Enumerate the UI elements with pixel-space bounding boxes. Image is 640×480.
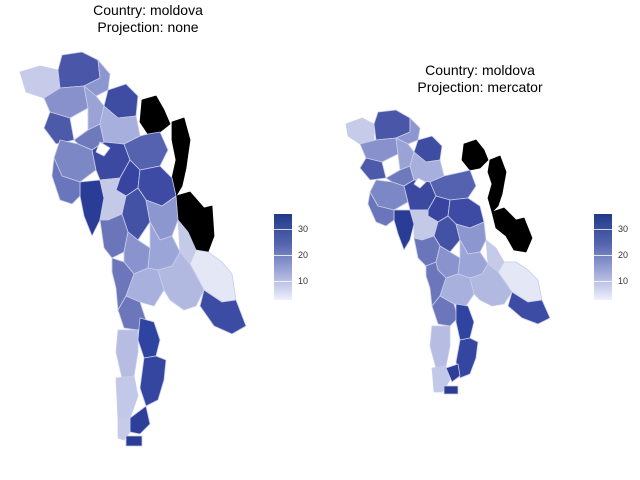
region xyxy=(125,435,143,447)
color-legend: 30 20 10 xyxy=(274,214,324,314)
title-country: Country: moldova xyxy=(425,62,535,78)
region xyxy=(367,191,395,227)
legend-tick: 30 xyxy=(298,224,309,234)
region xyxy=(79,179,105,237)
legend-colorbar xyxy=(594,214,612,300)
region xyxy=(137,317,161,359)
region xyxy=(199,289,247,335)
region xyxy=(429,325,451,369)
region-missing xyxy=(171,117,191,197)
region xyxy=(115,375,139,421)
choropleth-map xyxy=(345,109,551,395)
title-projection: Projection: mercator xyxy=(417,79,543,95)
region xyxy=(345,117,375,145)
title-projection: Projection: none xyxy=(97,19,199,35)
choropleth-map xyxy=(19,51,247,447)
region-missing xyxy=(491,207,533,253)
title-country: Country: moldova xyxy=(93,2,203,18)
region xyxy=(359,157,387,181)
region xyxy=(95,141,111,157)
legend-tick: 10 xyxy=(298,276,309,286)
map-panel-none: Country: moldova Projection: none xyxy=(0,2,308,447)
region xyxy=(157,251,205,311)
legend-tick: 10 xyxy=(618,276,629,286)
legend-colorbar xyxy=(274,214,292,300)
map-title: Country: moldova Projection: none xyxy=(0,2,308,36)
region-missing xyxy=(487,155,507,213)
region xyxy=(445,363,461,383)
region xyxy=(115,329,139,379)
region xyxy=(51,157,81,205)
color-legend: 30 20 10 xyxy=(594,214,640,314)
map-panel-mercator: Country: moldova Projection: mercator xyxy=(320,0,640,480)
region xyxy=(139,355,167,407)
region xyxy=(455,303,475,341)
legend-tick: 20 xyxy=(618,250,629,260)
region xyxy=(393,209,415,251)
region xyxy=(413,177,427,189)
legend-tick: 20 xyxy=(298,250,309,260)
region xyxy=(507,291,551,325)
region xyxy=(443,385,459,395)
legend-tick: 30 xyxy=(618,224,629,234)
map-title: Country: moldova Projection: mercator xyxy=(320,62,640,96)
region-missing xyxy=(139,95,171,135)
region-missing xyxy=(461,139,489,171)
region xyxy=(469,263,513,307)
